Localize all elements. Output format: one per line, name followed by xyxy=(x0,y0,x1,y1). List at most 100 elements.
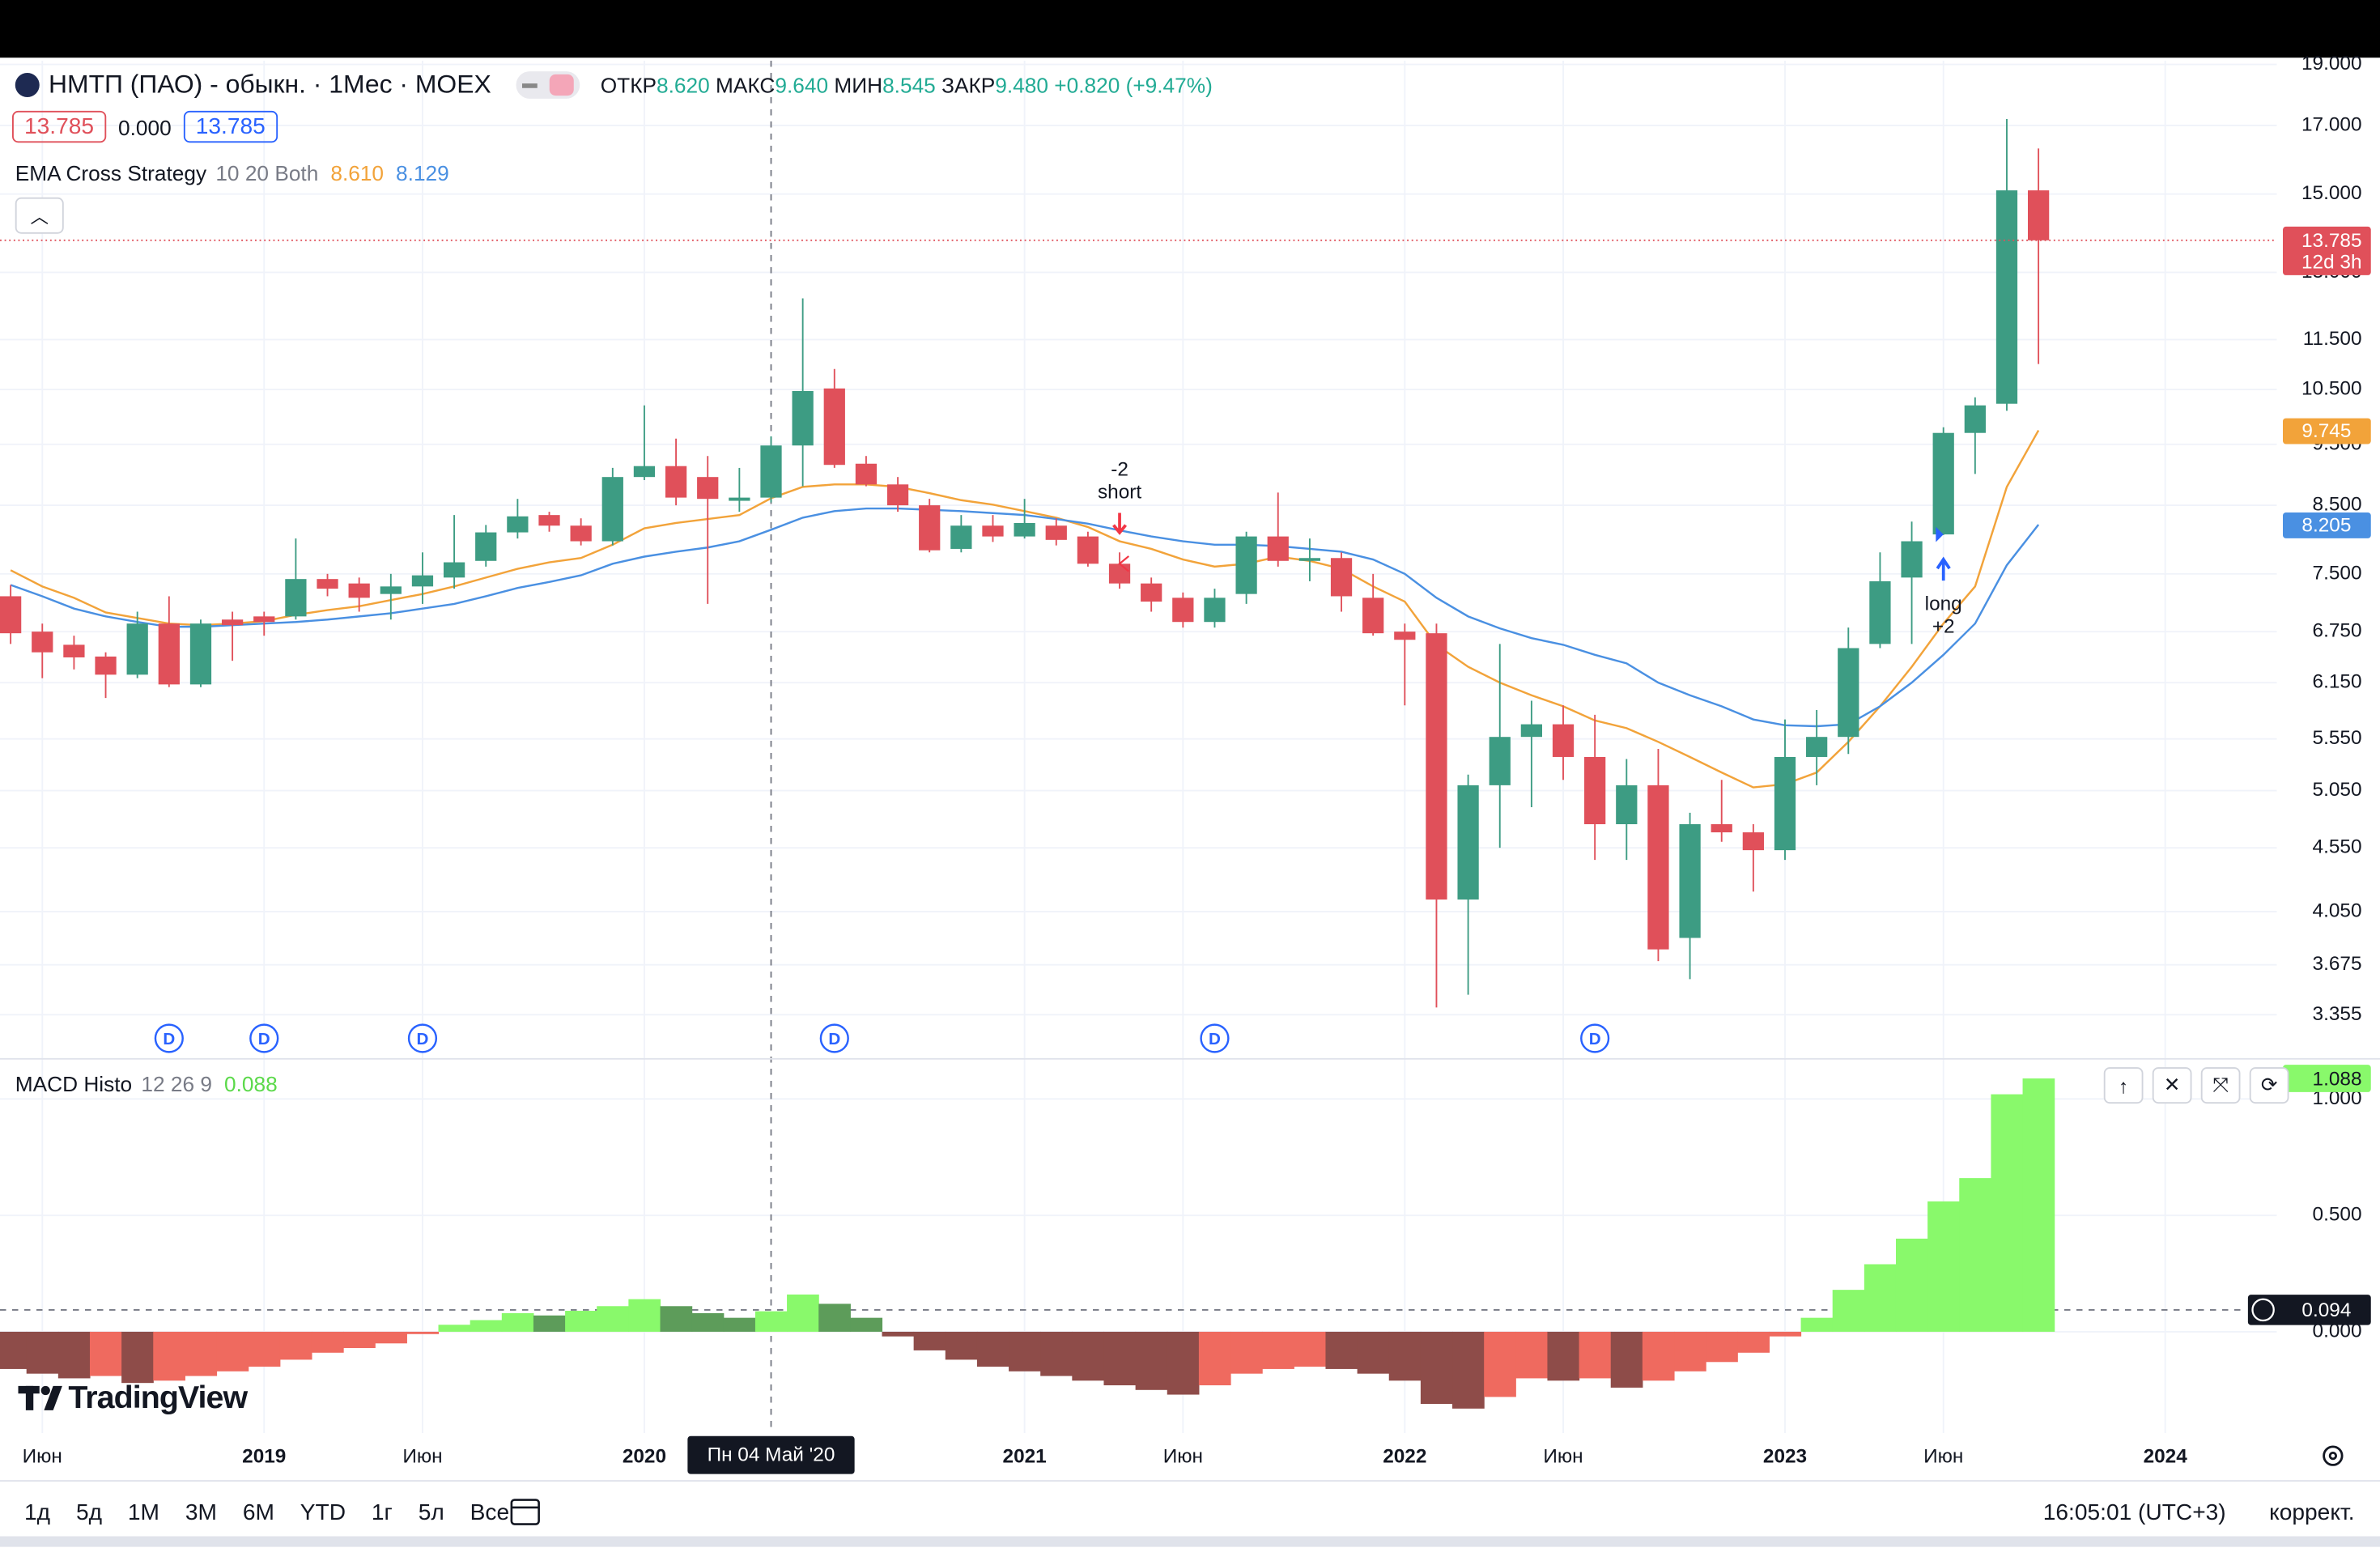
pane-maximize[interactable]: ⤧ xyxy=(2200,1067,2241,1104)
candle-body xyxy=(570,525,592,542)
logo-text: TradingView xyxy=(68,1380,248,1415)
candle-body xyxy=(411,575,434,587)
x-tick-label: Июн xyxy=(1923,1445,1963,1467)
adjust-button[interactable]: коррект. xyxy=(2269,1499,2355,1525)
dividend-label: D xyxy=(417,1030,429,1048)
candle-body xyxy=(1204,598,1226,623)
x-tick-label: Июн xyxy=(1163,1445,1203,1467)
symbol-title[interactable]: НМТП (ПАО) - обыкн. · 1Мес · MOEX xyxy=(49,70,491,99)
dividend-label: D xyxy=(258,1030,270,1048)
histogram-bar xyxy=(1040,1331,1073,1376)
histogram-bar xyxy=(1103,1331,1137,1386)
histogram-bar xyxy=(1579,1331,1612,1379)
gear-hub[interactable] xyxy=(2328,1451,2338,1461)
range-button[interactable]: YTD xyxy=(300,1499,346,1525)
settings-icon[interactable] xyxy=(2323,1445,2344,1466)
histogram-bar xyxy=(1452,1331,1485,1409)
signal-qty: -2 xyxy=(1111,458,1128,480)
dividend-marker[interactable] xyxy=(1200,1023,1230,1053)
logo-shape xyxy=(40,1385,50,1396)
collapse-button[interactable]: ︿ xyxy=(15,197,64,234)
buy-price[interactable]: 13.785 xyxy=(183,110,278,143)
bottom-strip xyxy=(0,1536,2380,1547)
logo-shape xyxy=(25,1385,34,1410)
pane-close[interactable]: ✕ xyxy=(2152,1067,2192,1104)
range-button[interactable]: 1г xyxy=(371,1499,393,1525)
dividend-label: D xyxy=(163,1030,175,1048)
dividend-marker[interactable] xyxy=(1580,1023,1610,1053)
y-tick-label: 4.550 xyxy=(2313,836,2362,858)
candle-body xyxy=(855,463,878,485)
signal-qty: +2 xyxy=(1932,616,1955,638)
candle-body xyxy=(221,619,244,626)
close-label: ЗАКР xyxy=(941,73,996,97)
study-value: 8.610 xyxy=(330,160,385,185)
study-title[interactable]: EMA Cross Strategy xyxy=(15,160,207,185)
x-tick-label: 2020 xyxy=(623,1445,666,1467)
signal-entry xyxy=(1936,526,1944,542)
histogram-bar xyxy=(1959,1178,1991,1332)
histogram-bar xyxy=(1515,1331,1549,1379)
histogram-bar xyxy=(1991,1094,2024,1332)
macd-title[interactable]: MACD Histo xyxy=(15,1071,133,1096)
toggle[interactable] xyxy=(515,71,580,99)
histogram-bar xyxy=(311,1331,344,1353)
candle-body xyxy=(2028,190,2050,240)
range-button[interactable]: 1д xyxy=(24,1499,51,1525)
dividend-marker[interactable] xyxy=(407,1023,438,1053)
countdown-label: 12d 3h xyxy=(2301,251,2362,273)
histogram-bar xyxy=(89,1331,122,1376)
range-button[interactable]: 1М xyxy=(127,1499,159,1525)
ema-price-label: 9.745 xyxy=(2301,420,2351,442)
ema-price-label: 8.205 xyxy=(2301,514,2351,536)
histogram-bar xyxy=(57,1331,91,1379)
y-tick-label: 4.050 xyxy=(2313,899,2362,921)
calendar-icon[interactable] xyxy=(510,1499,540,1525)
crosshair-plus[interactable] xyxy=(2251,1298,2275,1322)
histogram-bar xyxy=(1737,1331,1770,1353)
histogram-bar xyxy=(470,1320,503,1332)
last-price-label: 13.785 xyxy=(2301,230,2362,252)
signal-label: long xyxy=(1925,593,1962,615)
candle-body xyxy=(1267,536,1289,561)
crosshair-value-label: 0.094 xyxy=(2301,1299,2351,1321)
dividend-label: D xyxy=(828,1030,840,1048)
histogram-bar xyxy=(279,1331,312,1360)
histogram-bar xyxy=(533,1315,566,1332)
range-button[interactable]: Все xyxy=(470,1499,510,1525)
dividend-marker[interactable] xyxy=(154,1023,184,1053)
pane-up[interactable]: ↑ xyxy=(2103,1067,2144,1104)
candle-body xyxy=(1901,541,1923,578)
histogram-bar xyxy=(1009,1331,1041,1372)
spread: 0.000 xyxy=(118,114,172,139)
range-button[interactable]: 6М xyxy=(242,1499,274,1525)
range-button[interactable]: 5л xyxy=(418,1499,444,1525)
candle-body xyxy=(95,656,117,675)
ema-price-box xyxy=(2283,512,2371,538)
candle-body xyxy=(1964,405,1986,433)
histogram-bar xyxy=(185,1331,218,1376)
y-tick-label: 11.500 xyxy=(2303,328,2362,350)
dividend-marker[interactable] xyxy=(819,1023,849,1053)
histogram-bar xyxy=(1895,1238,1928,1332)
gear[interactable] xyxy=(2323,1445,2344,1466)
y-tick-label: 19.000 xyxy=(2301,53,2362,74)
histogram-bar xyxy=(1072,1331,1105,1381)
candle-body xyxy=(919,505,941,551)
histogram-bar xyxy=(597,1306,629,1332)
candle-body xyxy=(1045,525,1067,540)
top-bar xyxy=(0,0,2380,58)
pane-settings[interactable]: ⟳ xyxy=(2249,1067,2289,1104)
signal-arrow xyxy=(1112,512,1128,535)
toggle-wave xyxy=(549,74,574,96)
toggle-dash xyxy=(521,83,538,87)
sell-price[interactable]: 13.785 xyxy=(12,110,107,143)
dividend-marker[interactable] xyxy=(249,1023,279,1053)
histogram-bar xyxy=(153,1331,185,1381)
range-button[interactable]: 3М xyxy=(185,1499,217,1525)
candle-body xyxy=(0,596,22,634)
signal-entry xyxy=(1118,555,1130,572)
range-button[interactable]: 5д xyxy=(75,1499,103,1525)
calendar[interactable] xyxy=(510,1499,540,1525)
histogram-bar xyxy=(913,1331,946,1350)
